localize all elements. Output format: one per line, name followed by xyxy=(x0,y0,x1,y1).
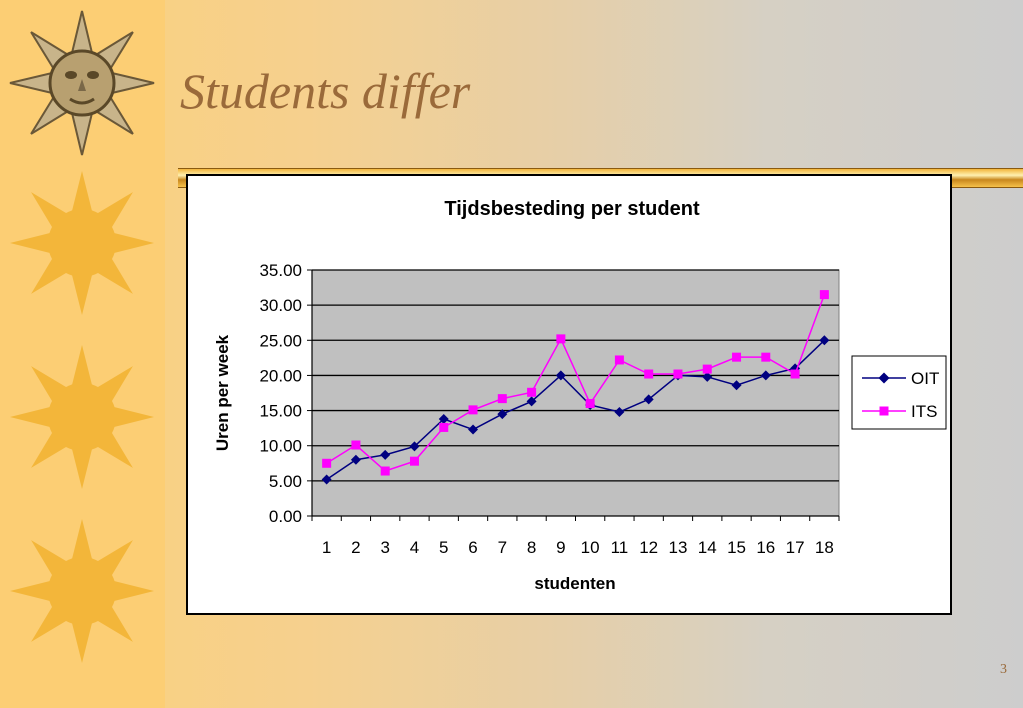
y-tick-label: 30.00 xyxy=(259,296,302,315)
data-point-its xyxy=(468,405,478,415)
data-point-oit xyxy=(350,454,361,465)
series-line-its xyxy=(326,294,826,472)
data-point-oit xyxy=(438,414,449,425)
data-point-oit xyxy=(526,396,537,407)
data-point-its xyxy=(351,440,361,450)
data-point-oit xyxy=(614,406,625,417)
data-point-its xyxy=(527,387,537,397)
data-point-oit xyxy=(468,424,479,435)
x-tick-label: 6 xyxy=(468,538,477,557)
chart-title: Tijdsbesteding per student xyxy=(444,198,700,220)
x-tick-label: 13 xyxy=(669,538,688,557)
y-tick-label: 35.00 xyxy=(259,261,302,280)
y-tick-label: 25.00 xyxy=(259,331,302,350)
legend-label-oit: OIT xyxy=(911,369,939,388)
data-point-its xyxy=(673,369,683,379)
x-tick-label: 18 xyxy=(815,538,834,557)
x-tick-label: 2 xyxy=(351,538,360,557)
data-point-its xyxy=(585,399,595,409)
data-point-its xyxy=(322,458,332,468)
data-point-its xyxy=(819,290,829,300)
data-point-oit xyxy=(321,474,332,485)
data-point-oit xyxy=(731,380,742,391)
data-point-its xyxy=(702,364,712,374)
sun-face-icon xyxy=(9,10,155,156)
y-tick-label: 20.00 xyxy=(259,366,302,385)
y-tick-label: 15.00 xyxy=(259,402,302,421)
legend-box xyxy=(851,355,947,430)
x-tick-label: 4 xyxy=(410,538,419,557)
plot-area xyxy=(311,269,840,517)
data-point-its xyxy=(409,456,419,466)
y-axis-label: Uren per week xyxy=(213,334,232,451)
legend-label-its: ITS xyxy=(911,402,937,421)
legend-marker-oit xyxy=(878,372,890,384)
x-tick-label: 15 xyxy=(727,538,746,557)
slide-title: Students differ xyxy=(180,63,471,119)
data-point-oit xyxy=(409,441,420,452)
x-axis-label: studenten xyxy=(534,574,615,593)
x-tick-label: 12 xyxy=(639,538,658,557)
y-tick-label: 5.00 xyxy=(269,472,302,491)
data-point-its xyxy=(380,466,390,476)
data-point-its xyxy=(439,422,449,432)
data-point-its xyxy=(732,352,742,362)
x-tick-label: 17 xyxy=(786,538,805,557)
x-tick-label: 11 xyxy=(611,538,629,557)
side-decoration-strip xyxy=(0,0,165,708)
sun-icon xyxy=(10,171,154,315)
data-point-its xyxy=(614,355,624,365)
series-line-oit xyxy=(326,339,825,481)
data-point-its xyxy=(790,369,800,379)
data-point-oit xyxy=(643,394,654,405)
y-tick-label: 0.00 xyxy=(269,507,302,526)
x-tick-label: 7 xyxy=(498,538,507,557)
page-number: 3 xyxy=(1000,662,1007,677)
chart-frame: Tijdsbesteding per student 0.00 5.00 10.00… xyxy=(186,174,952,615)
y-tick-label: 10.00 xyxy=(259,437,302,456)
data-point-oit xyxy=(760,370,771,381)
x-tick-label: 1 xyxy=(322,538,331,557)
data-point-oit xyxy=(819,335,830,346)
data-point-its xyxy=(497,394,507,404)
sun-icon xyxy=(10,345,154,489)
x-tick-label: 14 xyxy=(698,538,717,557)
sun-icon xyxy=(10,519,154,663)
data-point-its xyxy=(556,334,566,344)
data-point-oit xyxy=(380,449,391,460)
data-point-oit xyxy=(555,370,566,381)
x-tick-label: 9 xyxy=(556,538,565,557)
data-point-its xyxy=(761,352,771,362)
x-tick-label: 8 xyxy=(527,538,536,557)
data-point-its xyxy=(644,369,654,379)
x-tick-label: 16 xyxy=(756,538,775,557)
legend: OIT ITS xyxy=(851,355,947,430)
data-point-oit xyxy=(497,409,508,420)
line-chart: Tijdsbesteding per student 0.00 5.00 10.00… xyxy=(213,198,947,593)
x-tick-label: 5 xyxy=(439,538,448,557)
x-tick-label: 10 xyxy=(581,538,600,557)
x-tick-label: 3 xyxy=(380,538,389,557)
legend-marker-its xyxy=(879,406,889,416)
data-point-oit xyxy=(702,371,713,382)
